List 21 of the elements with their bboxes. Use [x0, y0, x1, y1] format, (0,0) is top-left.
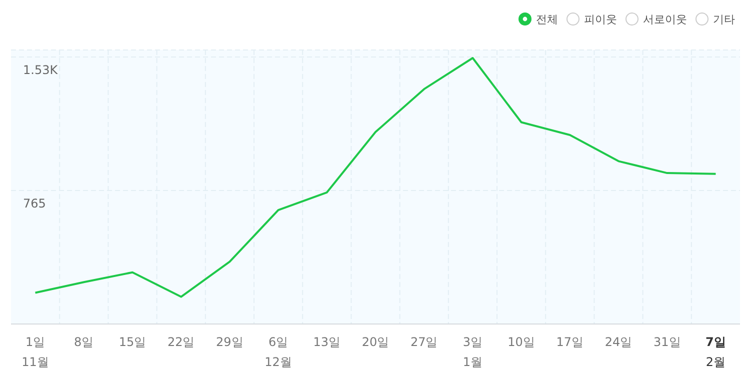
- x-tick-label: 24일: [604, 335, 632, 349]
- x-tick-label: 3일 1월: [462, 335, 483, 369]
- legend-label: 전체: [535, 12, 558, 28]
- x-tick-label: 22일: [167, 335, 195, 349]
- x-tick-label: 6일 12월: [264, 335, 292, 369]
- text: 서로이웃: [642, 12, 687, 28]
- x-tick-label: 7일 2월: [706, 335, 726, 369]
- x-tick-label: 31일: [653, 335, 681, 349]
- x-tick-label: 1일 11월: [22, 335, 49, 369]
- x-tick-label: 10일: [508, 335, 535, 349]
- y-tick-label: 765: [23, 196, 46, 210]
- text: 피이웃: [583, 12, 617, 28]
- x-tick-label: 29일: [216, 335, 244, 349]
- text: 기타: [712, 12, 735, 28]
- x-tick-label: 20일: [362, 335, 390, 349]
- y-tick-label: 1.53K: [23, 62, 59, 77]
- x-tick-label: 15일: [118, 335, 146, 349]
- x-tick-label: 17일: [556, 335, 584, 349]
- x-tick-label: 27일: [410, 335, 438, 349]
- x-tick-label: 8일: [74, 335, 94, 349]
- x-tick-label: 13일: [313, 335, 341, 349]
